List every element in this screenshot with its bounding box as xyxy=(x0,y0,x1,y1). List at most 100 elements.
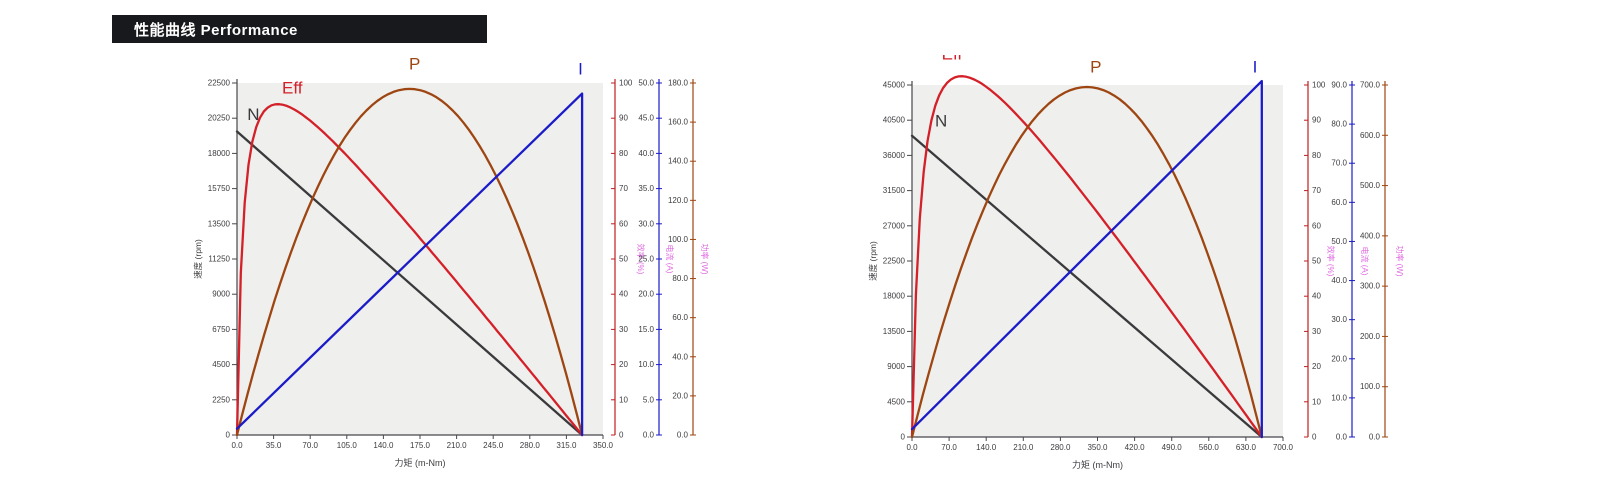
current-tick-label: 15.0 xyxy=(638,325,654,334)
current-tick-label: 50.0 xyxy=(1331,237,1347,246)
section-title: 性能曲线 Performance xyxy=(134,21,298,39)
performance-chart-right: 0 4500 9000 13500 18000 22500 27000 31500 36000 4… xyxy=(864,45,1424,492)
curve-eff xyxy=(235,103,584,437)
curve-eff xyxy=(910,75,1263,439)
speed-tick-label: 11250 xyxy=(208,255,230,264)
torque-tick-label: 210.0 xyxy=(447,441,468,450)
y-axis-current: 0.0 10.0 20.0 30.0 40.0 50.0 60.0 70.0 80.0 90.0 电… xyxy=(1331,81,1370,442)
speed-tick-label: 45000 xyxy=(883,81,906,90)
speed-tick-label: 36000 xyxy=(883,151,906,160)
power-axis-title: 功率 (W) xyxy=(1395,245,1405,276)
speed-tick-label: 4500 xyxy=(212,360,230,369)
torque-tick-label: 140.0 xyxy=(976,443,997,452)
power-tick-label: 60.0 xyxy=(672,313,688,322)
power-tick-label: 160.0 xyxy=(668,118,689,127)
current-tick-label: 90.0 xyxy=(1331,81,1347,90)
y-axis-efficiency: 0 10 20 30 40 50 60 70 80 90 100 效率 (%) xyxy=(1304,81,1336,442)
current-tick-label: 40.0 xyxy=(1331,276,1347,285)
torque-tick-label: 700.0 xyxy=(1273,443,1294,452)
plot-area xyxy=(237,83,603,435)
speed-axis-title: 速度 (rpm) xyxy=(868,241,878,281)
torque-tick-label: 70.0 xyxy=(302,441,318,450)
power-axis-title: 功率 (W) xyxy=(700,243,710,274)
efficiency-tick-label: 50 xyxy=(619,255,628,264)
y-axis-current: 0.0 5.0 10.0 15.0 20.0 25.0 30.0 35.0 40.0 45.0 50… xyxy=(638,79,675,440)
speed-tick-label: 6750 xyxy=(212,325,230,334)
efficiency-tick-label: 20 xyxy=(619,360,628,369)
efficiency-tick-label: 20 xyxy=(1312,362,1321,371)
curve-i xyxy=(910,79,1263,439)
power-tick-label: 400.0 xyxy=(1360,231,1381,240)
current-tick-label: 10.0 xyxy=(1331,393,1347,402)
torque-tick-label: 140.0 xyxy=(373,441,394,450)
power-tick-label: 100.0 xyxy=(668,235,689,244)
efficiency-tick-label: 30 xyxy=(1312,327,1321,336)
torque-tick-label: 560.0 xyxy=(1199,443,1220,452)
current-tick-label: 70.0 xyxy=(1331,159,1347,168)
torque-tick-label: 175.0 xyxy=(410,441,431,450)
efficiency-tick-label: 70 xyxy=(1312,186,1321,195)
efficiency-tick-label: 0 xyxy=(619,431,624,440)
power-tick-label: 0.0 xyxy=(1369,433,1381,442)
curve-p xyxy=(235,87,584,437)
efficiency-tick-label: 30 xyxy=(619,325,628,334)
torque-tick-label: 280.0 xyxy=(520,441,541,450)
current-tick-label: 25.0 xyxy=(638,255,654,264)
torque-tick-label: 630.0 xyxy=(1236,443,1257,452)
speed-tick-label: 4500 xyxy=(887,397,905,406)
power-tick-label: 500.0 xyxy=(1360,181,1381,190)
speed-tick-label: 18000 xyxy=(883,292,906,301)
efficiency-tick-label: 100 xyxy=(1312,81,1326,90)
power-tick-label: 80.0 xyxy=(672,274,688,283)
efficiency-tick-label: 40 xyxy=(619,290,628,299)
torque-tick-label: 280.0 xyxy=(1050,443,1071,452)
current-tick-label: 80.0 xyxy=(1331,120,1347,129)
speed-tick-label: 31500 xyxy=(883,186,906,195)
speed-tick-label: 9000 xyxy=(887,362,905,371)
current-tick-label: 0.0 xyxy=(1336,433,1348,442)
curve-label-i: I xyxy=(1253,57,1258,76)
x-axis: 0.0 70.0 140.0 210.0 280.0 350.0 420.0 490.0 560… xyxy=(906,436,1294,470)
torque-tick-label: 350.0 xyxy=(1087,443,1108,452)
current-tick-label: 40.0 xyxy=(638,149,654,158)
torque-tick-label: 35.0 xyxy=(266,441,282,450)
torque-tick-label: 245.0 xyxy=(483,441,504,450)
x-axis: 0.0 35.0 70.0 105.0 140.0 175.0 210.0 245.0 280.… xyxy=(231,434,614,468)
curve-label-p: P xyxy=(1090,57,1101,76)
efficiency-tick-label: 80 xyxy=(619,149,628,158)
y-axis-speed: 0 4500 9000 13500 18000 22500 27000 31500 36000 4… xyxy=(868,81,913,442)
current-tick-label: 5.0 xyxy=(643,395,655,404)
efficiency-tick-label: 90 xyxy=(1312,116,1321,125)
current-tick-label: 45.0 xyxy=(638,114,654,123)
performance-curve-chart: 0 4500 9000 13500 18000 22500 27000 31500 36000 4… xyxy=(868,45,1405,470)
speed-tick-label: 13500 xyxy=(883,327,906,336)
efficiency-tick-label: 50 xyxy=(1312,257,1321,266)
efficiency-tick-label: 80 xyxy=(1312,151,1321,160)
speed-tick-label: 9000 xyxy=(212,290,230,299)
curve-n xyxy=(910,134,1263,439)
section-header: 性能曲线 Performance xyxy=(112,15,487,43)
speed-tick-label: 0 xyxy=(901,433,906,442)
y-axis-power: 0.0 100.0 200.0 300.0 400.0 500.0 600.0 700.0 功率… xyxy=(1360,81,1405,442)
torque-axis-title: 力矩 (m-Nm) xyxy=(1072,459,1123,470)
torque-axis-title: 力矩 (m-Nm) xyxy=(395,457,446,468)
speed-tick-label: 2250 xyxy=(212,395,230,404)
current-tick-label: 10.0 xyxy=(638,360,654,369)
efficiency-axis-title: 效率 (%) xyxy=(1326,246,1336,277)
speed-tick-label: 18000 xyxy=(208,149,231,158)
power-tick-label: 200.0 xyxy=(1360,332,1381,341)
curve-n xyxy=(235,130,584,437)
efficiency-tick-label: 10 xyxy=(619,395,628,404)
torque-tick-label: 70.0 xyxy=(941,443,957,452)
current-tick-label: 20.0 xyxy=(1331,354,1347,363)
performance-curve-chart: 0225045006750900011250135001575018000202… xyxy=(193,55,710,468)
torque-tick-label: 105.0 xyxy=(337,441,358,450)
torque-tick-label: 0.0 xyxy=(231,441,243,450)
efficiency-tick-label: 90 xyxy=(619,114,628,123)
efficiency-tick-label: 100 xyxy=(619,79,633,88)
speed-tick-label: 22500 xyxy=(208,79,231,88)
torque-tick-label: 490.0 xyxy=(1162,443,1183,452)
power-tick-label: 120.0 xyxy=(668,196,689,205)
speed-tick-label: 15750 xyxy=(208,184,231,193)
power-tick-label: 100.0 xyxy=(1360,382,1381,391)
